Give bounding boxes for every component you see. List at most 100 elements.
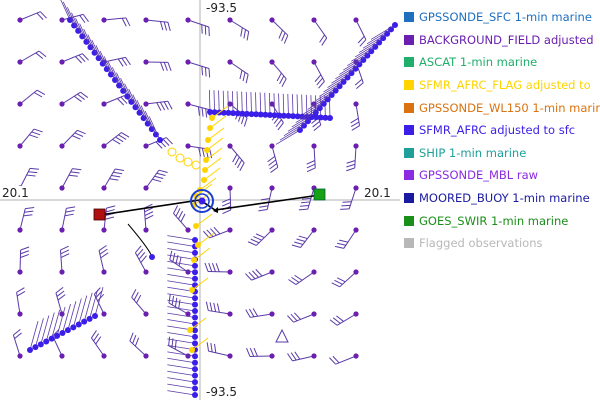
sfmr-obs-dot [192, 327, 198, 334]
sfmr-barb [351, 46, 376, 62]
barb-flag [206, 229, 214, 237]
legend-item[interactable]: Flagged observations [404, 232, 600, 255]
legend-item[interactable]: GPSSONDE_SFC 1-min marine [404, 6, 600, 29]
barb-flag [294, 312, 301, 320]
barb-flag [113, 171, 123, 175]
sfmr-obs-dot [112, 77, 118, 83]
barb-flag [52, 329, 60, 337]
barb-flag [306, 163, 316, 169]
barb-flag [354, 78, 363, 86]
barb-flag [300, 201, 310, 204]
background-obs-dot [227, 143, 233, 149]
sfmr-barb [79, 23, 91, 48]
barb-flag [314, 74, 322, 82]
background-obs-dot [17, 101, 23, 107]
wind-barb [306, 143, 317, 173]
flag-barb [195, 213, 213, 227]
wind-barb [206, 342, 233, 359]
sfmr-obs-dot [225, 109, 232, 116]
sfmr-obs-dot [91, 49, 98, 56]
legend-label: Flagged observations [419, 236, 543, 251]
axis-labels: -93.5 -93.5 20.1 20.1 [2, 1, 391, 399]
legend-swatch [404, 215, 414, 226]
sfmr-barb [167, 312, 196, 318]
legend-item[interactable]: SFMR_AFRC_FLAG adjusted to [404, 74, 600, 97]
barb-flag [258, 208, 268, 212]
barb-flag [156, 102, 162, 111]
barb-flag [337, 242, 347, 246]
sfmr-obs-dot [43, 338, 50, 345]
sfmr-barb [78, 295, 88, 325]
flag-obs-dot [193, 223, 199, 229]
sfmr-barb [287, 116, 313, 132]
flag-barb [204, 157, 222, 171]
sfmr-obs-dot [262, 111, 269, 118]
sfmr-barb [140, 105, 153, 130]
barb-flag [129, 332, 134, 342]
sfmr-barb [358, 37, 384, 53]
sfmr-obs-dot [192, 379, 198, 386]
background-obs-dot [269, 311, 275, 317]
wind-barb [311, 17, 328, 46]
sfmr-obs-dot [192, 359, 198, 366]
legend-label: GPSSONDE_MBL raw [419, 168, 539, 183]
sfmr-obs-dot [192, 262, 198, 269]
barb-flag [201, 148, 205, 158]
wind-barb [329, 311, 359, 326]
barb-flag [95, 290, 103, 298]
barb-flag [243, 117, 248, 127]
barb-flag [165, 137, 173, 145]
sfmr-barb [116, 72, 128, 97]
legend-item[interactable]: GOES_SWIR 1-min marine [404, 209, 600, 232]
legend-item[interactable]: ASCAT 1-min marine [404, 51, 600, 74]
sfmr-obs-dot [192, 237, 198, 243]
legend-item[interactable]: SFMR_AFRC adjusted to sfc [404, 119, 600, 142]
flag-barb [207, 127, 225, 141]
flag-obs-dot [204, 147, 210, 153]
legend-item[interactable]: MOORED_BUOY 1-min marine [404, 187, 600, 210]
background-obs-dot [311, 227, 317, 233]
barb-flag [357, 35, 365, 44]
barb-flag [215, 263, 220, 272]
barb-flag [29, 134, 38, 139]
legend-item[interactable]: SHIP 1-min marine [404, 142, 600, 165]
sfmr-obs-dot [192, 295, 198, 302]
barb-flag [95, 336, 102, 345]
sfmr-obs-dot [140, 115, 147, 122]
background-obs-dot [185, 353, 191, 359]
legend-item[interactable]: BACKGROUND_FIELD adjusted [404, 29, 600, 52]
sfmr-barb [75, 18, 87, 42]
sfmr-obs-dot [64, 327, 71, 334]
flag-obs-dot [201, 177, 207, 183]
wind-barb [59, 91, 89, 107]
sfmr-obs-dot [192, 340, 198, 347]
barb-flag [144, 207, 153, 213]
flag-barb [193, 247, 211, 261]
sfmr-barb [167, 351, 196, 357]
barb-flag [283, 35, 289, 44]
sfmr-barb [323, 77, 348, 93]
legend-label: GPSSONDE_WL150 1-min marine [419, 100, 600, 115]
barb-flag [316, 77, 324, 86]
sfmr-obs-dot [211, 109, 218, 116]
sfmr-obs-dot [290, 113, 297, 120]
sfmr-barb [167, 235, 196, 241]
sfmr-obs-dot [220, 109, 227, 116]
background-obs-dot [59, 185, 65, 191]
sfmr-obs-dot [107, 71, 114, 78]
wind-barb [247, 227, 275, 246]
legend-item[interactable]: GPSSONDE_WL150 1-min marine [404, 96, 600, 119]
background-obs-dot [269, 17, 275, 23]
background-obs-dot [227, 185, 233, 191]
background-obs-dot [101, 185, 107, 191]
barb-flag [171, 295, 175, 305]
legend-swatch [404, 80, 414, 91]
sfmr-obs-dot [71, 22, 78, 29]
barb-flag [201, 107, 204, 117]
barb-flag [204, 262, 209, 272]
legend-item[interactable]: GPSSONDE_MBL raw [404, 164, 600, 187]
background-obs-dot [185, 227, 191, 233]
barb-flag [351, 125, 360, 131]
wind-barb [246, 347, 275, 359]
barb-flag [237, 159, 243, 169]
